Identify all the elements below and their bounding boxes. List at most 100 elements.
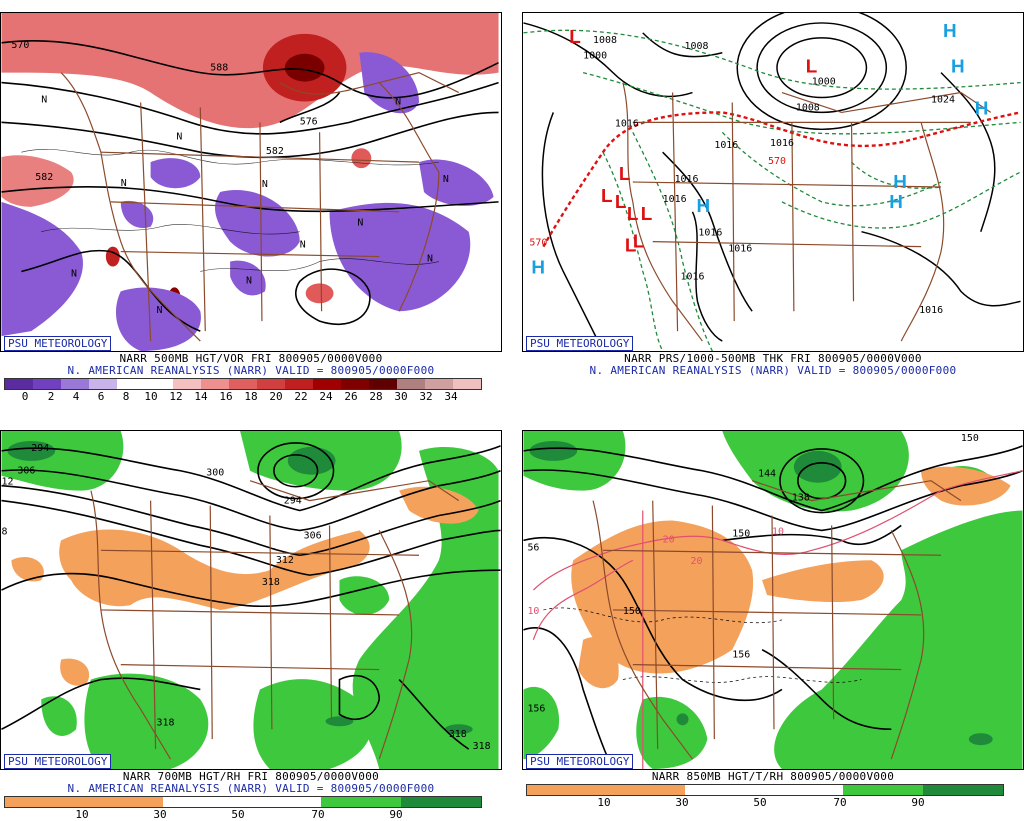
svg-text:N: N	[443, 174, 449, 185]
svg-text:H: H	[975, 98, 989, 119]
svg-text:1016: 1016	[663, 194, 687, 205]
colorbar-ticks: 0 2 4 6 8 10 12 14 16 18 20 22 24 26 28 …	[21, 390, 458, 403]
svg-text:318: 318	[262, 577, 280, 588]
rh-dry-area	[571, 466, 1011, 689]
svg-text:L: L	[806, 57, 818, 78]
vorticity-contours	[21, 149, 439, 272]
svg-text:N: N	[71, 268, 77, 279]
colorbar-ticks: 10 30 50 70 90	[75, 808, 403, 821]
panel-pressure-thickness: 1000 1008 1000 1008 1016 1016 1016 1016 …	[522, 12, 1024, 400]
svg-text:H: H	[943, 21, 957, 42]
map-700mb: 294 306 300 294 306 312 318 318 318 318 …	[0, 430, 502, 770]
vorticity-colorbar	[4, 378, 482, 390]
thickness-label: 570	[529, 238, 547, 249]
rh-moist-area	[1, 431, 499, 769]
psu-meteorology-label: PSU METEOROLOGY	[526, 754, 634, 769]
low-pressure-markers: L L L L L L L L L	[569, 27, 817, 257]
contour-label: 576	[300, 116, 318, 127]
svg-text:N: N	[176, 131, 182, 142]
psu-meteorology-label: PSU METEOROLOGY	[4, 754, 112, 769]
svg-text:318: 318	[473, 741, 491, 752]
svg-text:1016: 1016	[728, 244, 752, 255]
svg-text:1016: 1016	[714, 140, 738, 151]
panel-subtitle: N. AMERICAN REANALYSIS (NARR) VALID = 80…	[67, 782, 435, 795]
svg-text:H: H	[951, 57, 965, 78]
svg-text:L: L	[601, 186, 613, 207]
svg-text:318: 318	[449, 729, 467, 740]
high-pressure-markers: H H H H H H H	[531, 21, 988, 279]
svg-text:L: L	[569, 27, 581, 48]
svg-text:150: 150	[961, 433, 979, 444]
svg-text:150: 150	[732, 528, 750, 539]
map-850mb: 138 144 150 150 156 156 56 150 20 20 10 …	[522, 430, 1024, 770]
svg-text:L: L	[625, 236, 637, 257]
contour-label: 582	[35, 172, 53, 183]
svg-text:156: 156	[527, 703, 545, 714]
svg-text:N: N	[357, 218, 363, 229]
svg-text:138: 138	[792, 493, 810, 504]
state-boundaries	[622, 82, 992, 342]
psu-meteorology-label: PSU METEOROLOGY	[526, 336, 634, 351]
temperature-labels: 20 20 10 10	[527, 526, 784, 617]
vorticity-max-core	[284, 53, 325, 82]
svg-text:H: H	[531, 257, 545, 278]
temperature-contours	[543, 607, 862, 683]
contour-labels: 294 306 300 294 306 312 318 318 318 318 …	[1, 443, 490, 752]
svg-text:294: 294	[284, 496, 302, 507]
rh-colorbar	[526, 784, 1004, 796]
svg-text:150: 150	[623, 606, 641, 617]
contour-label: 570	[11, 40, 29, 51]
svg-text:1008: 1008	[593, 35, 617, 46]
svg-text:1016: 1016	[675, 174, 699, 185]
svg-text:N: N	[262, 179, 268, 190]
thickness-label: 570	[768, 156, 786, 167]
svg-text:L: L	[633, 232, 645, 253]
svg-text:L: L	[615, 192, 627, 213]
map-500mb: 570 576 582 588 582 N N N N N N N N N N …	[0, 12, 502, 352]
svg-text:1016: 1016	[615, 118, 639, 129]
thickness-540-line	[542, 111, 1021, 248]
svg-text:N: N	[300, 240, 306, 251]
isobar-labels: 1000 1008 1000 1008 1016 1016 1016 1016 …	[583, 35, 955, 316]
svg-text:N: N	[427, 254, 433, 265]
vorticity-positive-area	[1, 155, 74, 207]
state-boundaries	[60, 72, 460, 342]
svg-text:156: 156	[732, 650, 750, 661]
svg-text:L: L	[641, 204, 653, 225]
contour-labels: 138 144 150 150 156 156 56 150	[527, 433, 978, 714]
svg-text:1024: 1024	[931, 94, 955, 105]
panel-700mb-rh: 294 306 300 294 306 312 318 318 318 318 …	[0, 430, 502, 821]
svg-text:N: N	[41, 94, 47, 105]
svg-text:56: 56	[527, 542, 539, 553]
svg-text:300: 300	[206, 468, 224, 479]
svg-text:N: N	[121, 178, 127, 189]
svg-text:8: 8	[1, 526, 7, 537]
state-boundaries	[592, 480, 962, 760]
svg-text:294: 294	[31, 443, 49, 454]
svg-text:1008: 1008	[796, 102, 820, 113]
vorticity-positive-area	[1, 13, 499, 129]
thickness-contours	[523, 29, 1021, 351]
svg-text:N: N	[246, 275, 252, 286]
svg-text:306: 306	[17, 466, 35, 477]
svg-text:H: H	[696, 196, 710, 217]
svg-text:10: 10	[527, 606, 539, 617]
panel-title: NARR 500MB HGT/VOR FRI 800905/0000V000	[119, 352, 383, 365]
svg-text:318: 318	[157, 717, 175, 728]
svg-text:10: 10	[772, 526, 784, 537]
svg-text:1016: 1016	[681, 271, 705, 282]
svg-text:20: 20	[663, 534, 675, 545]
state-boundaries	[90, 480, 460, 760]
panel-title: NARR 700MB HGT/RH FRI 800905/0000V000	[122, 770, 380, 783]
panel-title: NARR PRS/1000-500MB THK FRI 800905/0000V…	[624, 352, 922, 365]
rh-moist-area	[523, 431, 1023, 769]
rh-very-moist-area	[529, 440, 993, 746]
panel-subtitle: N. AMERICAN REANALYSIS (NARR) VALID = 80…	[589, 364, 957, 377]
panel-subtitle: N. AMERICAN REANALYSIS (NARR) VALID = 80…	[67, 364, 435, 377]
rh-dry-area	[11, 486, 479, 686]
svg-text:L: L	[619, 164, 631, 185]
isobars	[523, 13, 1021, 351]
panel-title: NARR 850MB HGT/T/RH 800905/0000V000	[651, 770, 895, 783]
psu-meteorology-label: PSU METEOROLOGY	[4, 336, 112, 351]
map-pressure: 1000 1008 1000 1008 1016 1016 1016 1016 …	[522, 12, 1024, 352]
